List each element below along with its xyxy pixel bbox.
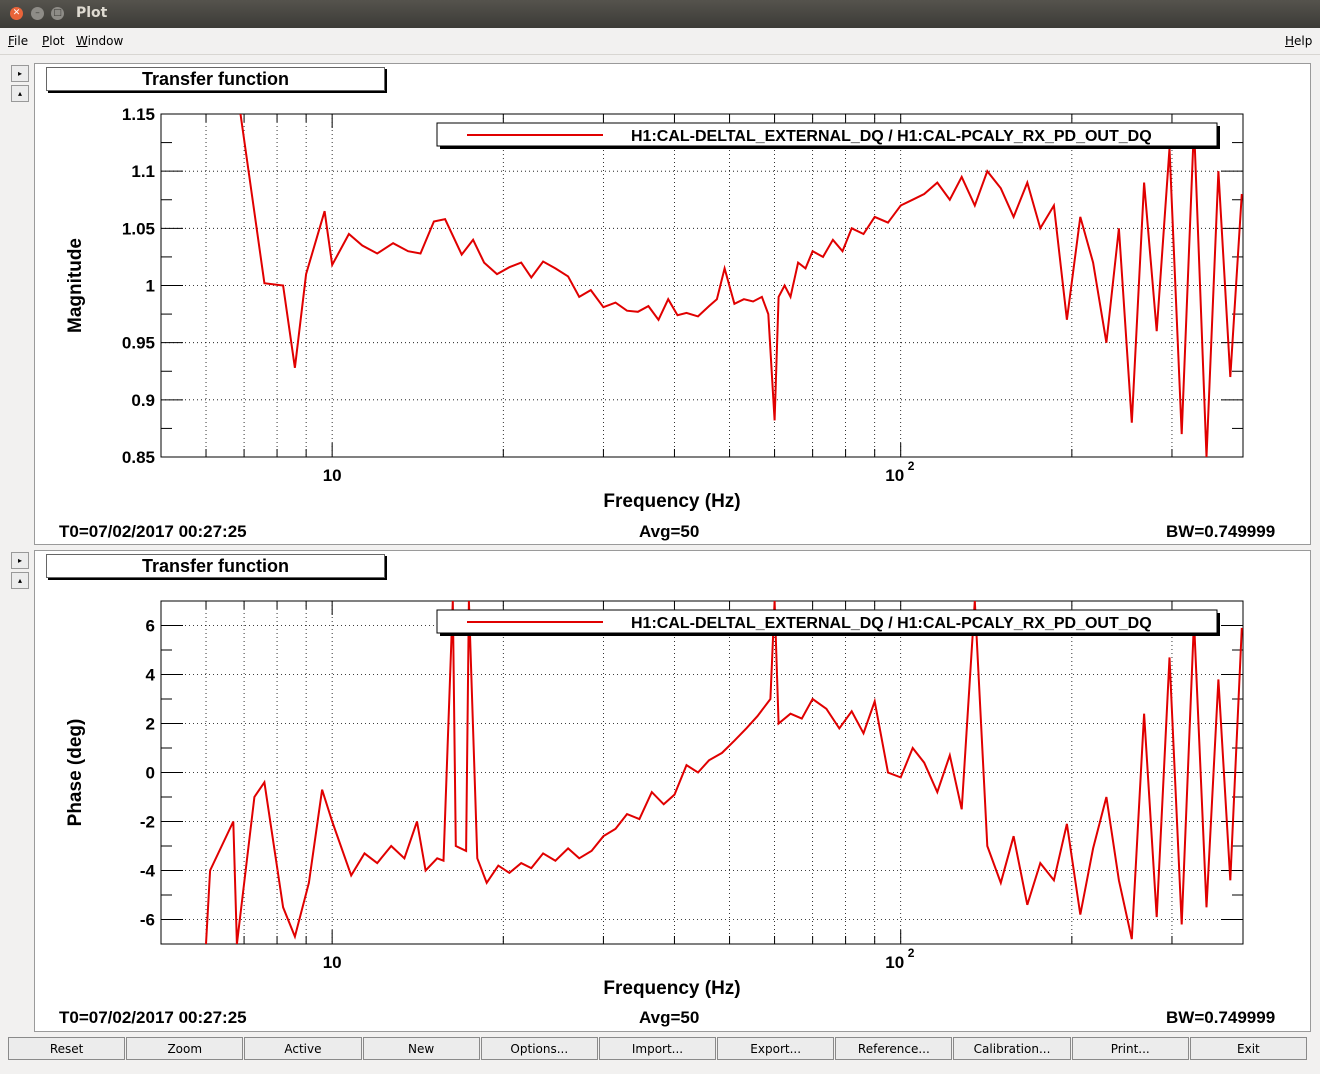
pad1-collapse-up-button[interactable]: ▴ [11,85,29,102]
menu-file[interactable]: File [8,34,29,48]
phase-plot-pad[interactable]: -6 -4 -2 0 2 4 6 10 10 2 Frequency (Hz) Phase (deg)… [34,550,1311,1032]
plot-title: Transfer function [46,67,385,91]
y-tick-label: 1.05 [122,219,155,238]
phase-chart[interactable]: -6 -4 -2 0 2 4 6 10 10 2 Frequency (Hz) Phase (deg)… [35,551,1310,1031]
data-series-line [239,114,1243,457]
legend-box [436,122,1218,147]
legend: H1:CAL-DELTAL_EXTERNAL_DQ / H1:CAL-PCALY… [436,609,1220,636]
menu-help[interactable]: Help [1285,34,1313,48]
x-tick-label: 10 [323,466,342,485]
t0-label: T0=07/02/2017 00:27:25 [59,522,247,541]
y-tick-label: 0.85 [122,448,155,467]
legend-label: H1:CAL-DELTAL_EXTERNAL_DQ / H1:CAL-PCALY… [631,128,1152,145]
x-tick-label: 10 [885,466,904,485]
window-titlebar: ✕ – □ Plot [0,0,1320,28]
y-tick-label: -4 [140,862,156,881]
y-tick-label: -2 [140,813,155,832]
y-tick-label: 0.95 [122,334,155,353]
avg-label: Avg=50 [639,1008,700,1027]
y-tick-label: 6 [146,617,155,636]
close-window-button[interactable]: ✕ [10,7,23,20]
y-tick-label: 4 [146,666,156,685]
reference-button[interactable]: Reference... [835,1037,953,1060]
button-bar: Reset Zoom Active New Options... Import... Exp… [8,1037,1308,1062]
y-axis-label: Magnitude [65,238,86,333]
bw-label: BW=0.749999 [1166,1008,1276,1027]
x-tick-label-exponent: 2 [908,459,915,473]
x-tick-label: 10 [323,953,342,972]
y-tick-label: 1 [146,277,155,296]
pad2-expand-right-button[interactable]: ▸ [11,552,29,569]
print-button[interactable]: Print... [1071,1037,1189,1060]
y-tick-label: 0 [146,764,155,783]
export-button[interactable]: Export... [717,1037,835,1060]
bw-label: BW=0.749999 [1166,522,1276,541]
y-tick-label: 1.1 [131,162,155,181]
legend-box [436,609,1218,634]
options-button[interactable]: Options... [480,1037,598,1060]
y-tick-label: 1.15 [122,105,155,124]
data-series-line [205,601,1243,944]
window-title: Plot [76,5,108,21]
import-button[interactable]: Import... [598,1037,717,1060]
legend-label: H1:CAL-DELTAL_EXTERNAL_DQ / H1:CAL-PCALY… [631,615,1152,632]
y-tick-label: 0.9 [131,391,155,410]
active-button[interactable]: Active [244,1037,362,1060]
x-axis-label: Frequency (Hz) [603,491,740,512]
legend: H1:CAL-DELTAL_EXTERNAL_DQ / H1:CAL-PCALY… [436,122,1220,149]
magnitude-plot-pad[interactable]: 0.85 0.9 0.95 1 1.05 1.1 1.15 10 10 2 Frequency (H… [34,63,1311,545]
x-tick-label-exponent: 2 [908,946,915,960]
reset-button[interactable]: Reset [8,1037,126,1060]
maximize-window-button[interactable]: □ [51,7,64,20]
plot-title: Transfer function [46,554,385,578]
exit-button[interactable]: Exit [1189,1037,1307,1060]
calibration-button[interactable]: Calibration... [953,1037,1071,1060]
menu-bar: File Plot Window Help [0,28,1320,55]
y-axis-label: Phase (deg) [65,719,86,827]
avg-label: Avg=50 [639,522,700,541]
t0-label: T0=07/02/2017 00:27:25 [59,1008,247,1027]
magnitude-chart[interactable]: 0.85 0.9 0.95 1 1.05 1.1 1.15 10 10 2 Frequency (H… [35,64,1310,544]
menu-plot[interactable]: Plot [42,34,65,48]
menu-window[interactable]: Window [76,34,124,48]
x-axis-label: Frequency (Hz) [603,978,740,999]
pad2-collapse-up-button[interactable]: ▴ [11,572,29,589]
pad1-expand-right-button[interactable]: ▸ [11,65,29,82]
y-tick-label: -6 [140,911,155,930]
new-button[interactable]: New [362,1037,480,1060]
zoom-button[interactable]: Zoom [126,1037,244,1060]
x-tick-label: 10 [885,953,904,972]
minimize-window-button[interactable]: – [31,7,44,20]
y-tick-label: 2 [146,715,155,734]
